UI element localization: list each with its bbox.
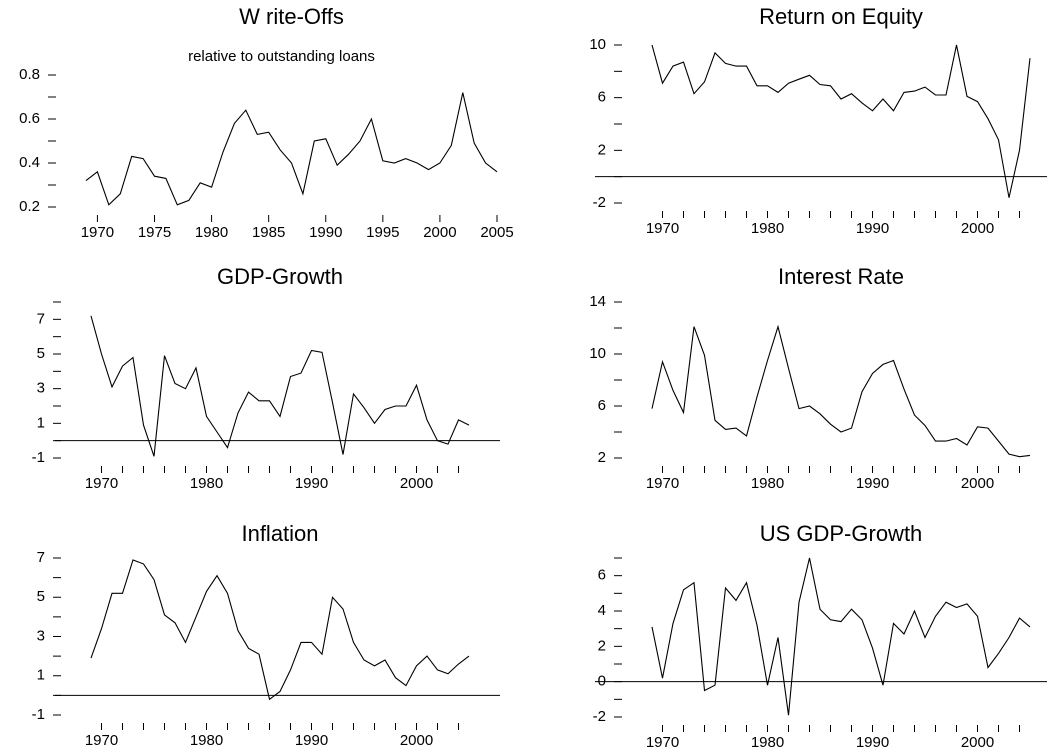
x-tick-label: 1970 bbox=[85, 732, 118, 749]
x-tick-label: 2000 bbox=[400, 732, 433, 749]
x-tick-label: 1980 bbox=[195, 224, 228, 241]
y-tick-label: 0 bbox=[598, 673, 606, 690]
y-tick-label: 6 bbox=[598, 567, 606, 584]
y-tick-label: 0.4 bbox=[19, 154, 40, 171]
panel: US GDP-Growth -2 0 2 4 6 1970 1980 1990 2000 bbox=[593, 521, 1047, 751]
panel-title: Interest Rate bbox=[778, 264, 904, 289]
y-tick-label: 0.6 bbox=[19, 110, 40, 127]
y-tick-label: -2 bbox=[593, 194, 606, 211]
y-tick-label: 1 bbox=[37, 414, 45, 431]
y-tick-label: -1 bbox=[32, 706, 45, 723]
x-tick-label: 2005 bbox=[480, 224, 513, 241]
x-tick-label: 1975 bbox=[138, 224, 171, 241]
y-tick-label: 6 bbox=[598, 397, 606, 414]
x-tick-label: 1970 bbox=[646, 220, 679, 237]
x-tick-label: 2000 bbox=[961, 475, 994, 492]
y-tick-label: 14 bbox=[589, 293, 606, 310]
y-tick-label: -1 bbox=[32, 449, 45, 466]
x-tick-label: 1995 bbox=[366, 224, 399, 241]
y-tick-label: 10 bbox=[589, 345, 606, 362]
panel: Inflation -1 1 3 5 7 1970 1980 1990 2000 bbox=[32, 521, 500, 749]
x-tick-label: 2000 bbox=[423, 224, 456, 241]
series-line bbox=[651, 557, 1031, 716]
panel: GDP-Growth -1 1 3 5 7 1970 1980 1990 2000 bbox=[32, 264, 500, 492]
series-line bbox=[651, 44, 1031, 198]
x-tick-label: 1970 bbox=[81, 224, 114, 241]
series-line bbox=[90, 315, 470, 457]
y-tick-label: 2 bbox=[598, 449, 606, 466]
y-tick-label: 3 bbox=[37, 380, 45, 397]
panel-title: Return on Equity bbox=[759, 4, 923, 29]
y-tick-label: 7 bbox=[37, 549, 45, 566]
x-tick-label: 1970 bbox=[646, 734, 679, 751]
x-tick-label: 2000 bbox=[400, 475, 433, 492]
x-tick-label: 1990 bbox=[856, 220, 889, 237]
x-tick-label: 1990 bbox=[309, 224, 342, 241]
y-tick-label: 5 bbox=[37, 588, 45, 605]
y-tick-label: 5 bbox=[37, 345, 45, 362]
y-tick-label: 7 bbox=[37, 310, 45, 327]
x-tick-label: 1990 bbox=[295, 475, 328, 492]
x-tick-label: 1970 bbox=[85, 475, 118, 492]
panel: W rite-Offs relative to outstanding loans… bbox=[19, 4, 514, 241]
x-tick-label: 1985 bbox=[252, 224, 285, 241]
y-tick-label: 0.8 bbox=[19, 66, 40, 83]
panel-title: US GDP-Growth bbox=[760, 521, 923, 546]
panel-subtitle: relative to outstanding loans bbox=[188, 48, 375, 65]
panel: Return on Equity -2 2 6 10 1970 1980 1990 2000 bbox=[589, 4, 1047, 237]
y-tick-label: 2 bbox=[598, 141, 606, 158]
series-line bbox=[85, 92, 498, 206]
x-tick-label: 1980 bbox=[190, 475, 223, 492]
x-tick-label: 1980 bbox=[190, 732, 223, 749]
x-tick-label: 2000 bbox=[961, 734, 994, 751]
panel-title: Inflation bbox=[241, 521, 318, 546]
x-tick-label: 1990 bbox=[295, 732, 328, 749]
panel: Interest Rate 2 6 10 14 1970 1980 1990 2000 bbox=[589, 264, 1031, 492]
series-line bbox=[651, 324, 1031, 458]
x-tick-label: 1990 bbox=[856, 734, 889, 751]
y-tick-label: 6 bbox=[598, 89, 606, 106]
x-tick-label: 1990 bbox=[856, 475, 889, 492]
x-tick-label: 1980 bbox=[751, 475, 784, 492]
series-line bbox=[90, 559, 470, 701]
x-tick-label: 1970 bbox=[646, 475, 679, 492]
x-tick-label: 2000 bbox=[961, 220, 994, 237]
y-tick-label: -2 bbox=[593, 708, 606, 725]
y-tick-label: 2 bbox=[598, 637, 606, 654]
x-tick-label: 1980 bbox=[751, 734, 784, 751]
y-tick-label: 1 bbox=[37, 667, 45, 684]
y-tick-label: 3 bbox=[37, 627, 45, 644]
panel-title: W rite-Offs bbox=[239, 4, 344, 29]
y-tick-label: 10 bbox=[589, 36, 606, 53]
panel-title: GDP-Growth bbox=[217, 264, 343, 289]
y-tick-label: 4 bbox=[598, 602, 606, 619]
y-tick-label: 0.2 bbox=[19, 198, 40, 215]
x-tick-label: 1980 bbox=[751, 220, 784, 237]
